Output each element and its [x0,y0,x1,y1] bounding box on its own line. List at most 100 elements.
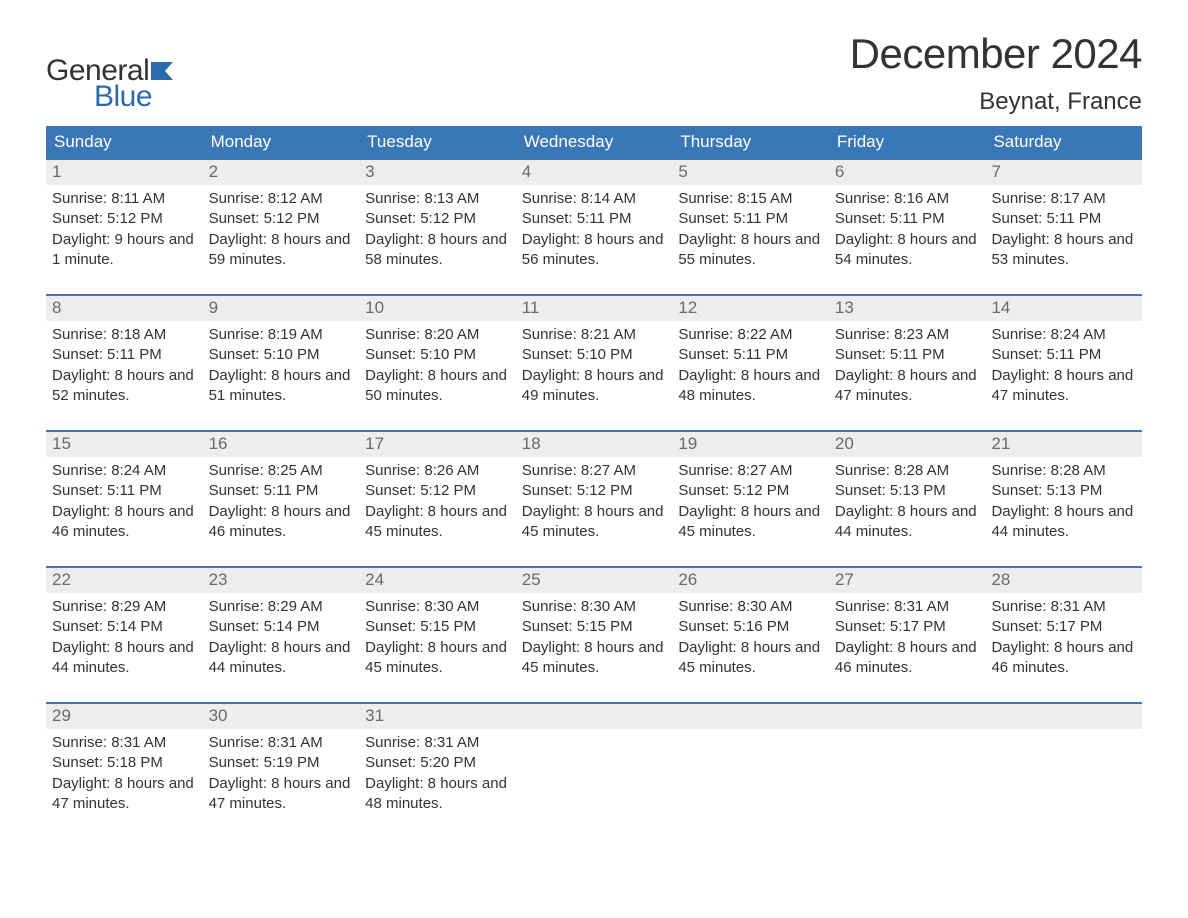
header: General Blue December 2024 Beynat, Franc… [46,30,1142,116]
day-cell: Sunrise: 8:18 AMSunset: 5:11 PMDaylight:… [46,321,203,416]
sunset-text: Sunset: 5:12 PM [522,481,667,501]
daylight-text: Daylight: 8 hours and 48 minutes. [365,774,510,815]
day-cell: Sunrise: 8:30 AMSunset: 5:15 PMDaylight:… [359,593,516,688]
day-cell: Sunrise: 8:25 AMSunset: 5:11 PMDaylight:… [203,457,360,552]
sunrise-text: Sunrise: 8:31 AM [991,597,1136,617]
sunrise-text: Sunrise: 8:29 AM [209,597,354,617]
daylight-text: Daylight: 8 hours and 48 minutes. [678,366,823,407]
day-cell: Sunrise: 8:24 AMSunset: 5:11 PMDaylight:… [46,457,203,552]
day-number: 7 [985,160,1142,185]
daylight-text: Daylight: 8 hours and 53 minutes. [991,230,1136,271]
day-cell: Sunrise: 8:27 AMSunset: 5:12 PMDaylight:… [672,457,829,552]
daylight-text: Daylight: 8 hours and 47 minutes. [52,774,197,815]
day-number: 24 [359,568,516,593]
sunset-text: Sunset: 5:11 PM [835,345,980,365]
day-cell: Sunrise: 8:17 AMSunset: 5:11 PMDaylight:… [985,185,1142,280]
sunset-text: Sunset: 5:17 PM [835,617,980,637]
day-number: 21 [985,432,1142,457]
sunset-text: Sunset: 5:20 PM [365,753,510,773]
day-number: 3 [359,160,516,185]
dow-cell: Monday [203,126,360,158]
day-cell: Sunrise: 8:28 AMSunset: 5:13 PMDaylight:… [829,457,986,552]
day-cell: Sunrise: 8:19 AMSunset: 5:10 PMDaylight:… [203,321,360,416]
day-number: 5 [672,160,829,185]
day-cell: Sunrise: 8:22 AMSunset: 5:11 PMDaylight:… [672,321,829,416]
sunrise-text: Sunrise: 8:31 AM [365,733,510,753]
daylight-text: Daylight: 8 hours and 50 minutes. [365,366,510,407]
sunset-text: Sunset: 5:10 PM [209,345,354,365]
day-body-row: Sunrise: 8:11 AMSunset: 5:12 PMDaylight:… [46,185,1142,280]
sunset-text: Sunset: 5:17 PM [991,617,1136,637]
week-row: 891011121314Sunrise: 8:18 AMSunset: 5:11… [46,294,1142,416]
sunset-text: Sunset: 5:12 PM [52,209,197,229]
daylight-text: Daylight: 8 hours and 45 minutes. [522,502,667,543]
day-cell: Sunrise: 8:31 AMSunset: 5:20 PMDaylight:… [359,729,516,824]
calendar: SundayMondayTuesdayWednesdayThursdayFrid… [46,126,1142,824]
sunset-text: Sunset: 5:14 PM [209,617,354,637]
sunset-text: Sunset: 5:11 PM [52,481,197,501]
daylight-text: Daylight: 8 hours and 47 minutes. [991,366,1136,407]
sunrise-text: Sunrise: 8:24 AM [991,325,1136,345]
day-cell: Sunrise: 8:14 AMSunset: 5:11 PMDaylight:… [516,185,673,280]
day-body-row: Sunrise: 8:31 AMSunset: 5:18 PMDaylight:… [46,729,1142,824]
day-cell: Sunrise: 8:27 AMSunset: 5:12 PMDaylight:… [516,457,673,552]
daylight-text: Daylight: 9 hours and 1 minute. [52,230,197,271]
dow-cell: Sunday [46,126,203,158]
daylight-text: Daylight: 8 hours and 45 minutes. [678,638,823,679]
day-cell: Sunrise: 8:31 AMSunset: 5:17 PMDaylight:… [829,593,986,688]
day-cell: Sunrise: 8:24 AMSunset: 5:11 PMDaylight:… [985,321,1142,416]
sunset-text: Sunset: 5:11 PM [835,209,980,229]
daylight-text: Daylight: 8 hours and 49 minutes. [522,366,667,407]
dow-cell: Friday [829,126,986,158]
dow-cell: Wednesday [516,126,673,158]
sunrise-text: Sunrise: 8:31 AM [52,733,197,753]
sunrise-text: Sunrise: 8:23 AM [835,325,980,345]
daylight-text: Daylight: 8 hours and 44 minutes. [835,502,980,543]
sunrise-text: Sunrise: 8:31 AM [209,733,354,753]
day-number: 30 [203,704,360,729]
day-number: 27 [829,568,986,593]
week-row: 293031Sunrise: 8:31 AMSunset: 5:18 PMDay… [46,702,1142,824]
day-number: 17 [359,432,516,457]
day-number: 12 [672,296,829,321]
sunrise-text: Sunrise: 8:18 AM [52,325,197,345]
sunrise-text: Sunrise: 8:30 AM [365,597,510,617]
sunrise-text: Sunrise: 8:28 AM [835,461,980,481]
day-number [829,704,986,729]
sunrise-text: Sunrise: 8:27 AM [522,461,667,481]
sunset-text: Sunset: 5:11 PM [522,209,667,229]
sunset-text: Sunset: 5:18 PM [52,753,197,773]
sunset-text: Sunset: 5:11 PM [52,345,197,365]
daylight-text: Daylight: 8 hours and 45 minutes. [678,502,823,543]
daylight-text: Daylight: 8 hours and 55 minutes. [678,230,823,271]
daynum-row: 22232425262728 [46,568,1142,593]
daylight-text: Daylight: 8 hours and 45 minutes. [522,638,667,679]
sunrise-text: Sunrise: 8:25 AM [209,461,354,481]
sunrise-text: Sunrise: 8:19 AM [209,325,354,345]
day-number: 28 [985,568,1142,593]
daynum-row: 293031 [46,704,1142,729]
daylight-text: Daylight: 8 hours and 46 minutes. [209,502,354,543]
daylight-text: Daylight: 8 hours and 46 minutes. [835,638,980,679]
sunrise-text: Sunrise: 8:11 AM [52,189,197,209]
day-number: 31 [359,704,516,729]
day-cell: Sunrise: 8:11 AMSunset: 5:12 PMDaylight:… [46,185,203,280]
day-cell: Sunrise: 8:29 AMSunset: 5:14 PMDaylight:… [46,593,203,688]
sunset-text: Sunset: 5:11 PM [209,481,354,501]
day-cell: Sunrise: 8:31 AMSunset: 5:17 PMDaylight:… [985,593,1142,688]
day-cell: Sunrise: 8:28 AMSunset: 5:13 PMDaylight:… [985,457,1142,552]
day-cell: Sunrise: 8:26 AMSunset: 5:12 PMDaylight:… [359,457,516,552]
daylight-text: Daylight: 8 hours and 47 minutes. [835,366,980,407]
sunrise-text: Sunrise: 8:24 AM [52,461,197,481]
brand-word2: Blue [94,80,152,114]
day-number [672,704,829,729]
daylight-text: Daylight: 8 hours and 54 minutes. [835,230,980,271]
sunset-text: Sunset: 5:13 PM [991,481,1136,501]
brand-logo: General Blue [46,30,173,114]
sunset-text: Sunset: 5:19 PM [209,753,354,773]
daynum-row: 891011121314 [46,296,1142,321]
sunrise-text: Sunrise: 8:28 AM [991,461,1136,481]
sunrise-text: Sunrise: 8:15 AM [678,189,823,209]
day-number [516,704,673,729]
sunset-text: Sunset: 5:12 PM [678,481,823,501]
